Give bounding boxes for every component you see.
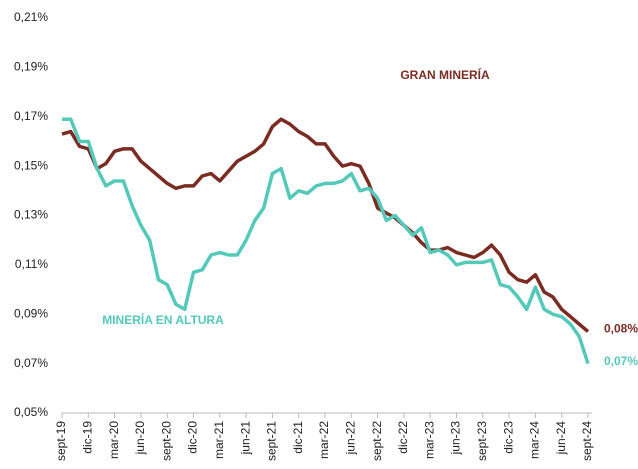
series-line — [61, 117, 590, 333]
series-label: MINERÍA EN ALTURA — [102, 312, 224, 327]
y-tick-label: 0,13% — [14, 208, 48, 222]
x-tick-label: sept-20 — [159, 421, 173, 461]
x-tick-label: sept-19 — [54, 421, 68, 461]
series-line — [62, 117, 590, 365]
x-tick-label: dic-22 — [396, 421, 410, 454]
y-tick-label: 0,05% — [14, 405, 48, 419]
x-tick-label: mar-23 — [422, 421, 436, 459]
x-tick-label: dic-20 — [186, 421, 200, 454]
data-label: 0,08% — [604, 322, 638, 336]
series-label: GRAN MINERÍA — [400, 67, 490, 82]
x-tick-label: mar-21 — [212, 421, 226, 459]
y-tick-label: 0,17% — [14, 109, 48, 123]
x-tick-label: dic-21 — [291, 421, 305, 454]
x-tick-label: mar-20 — [107, 421, 121, 459]
y-tick-label: 0,15% — [14, 158, 48, 172]
x-tick-label: mar-22 — [317, 421, 331, 459]
y-tick-label: 0,21% — [14, 10, 48, 24]
x-tick-label: sept-22 — [370, 421, 384, 461]
x-tick-label: jun-23 — [449, 421, 463, 456]
x-tick-label: sept-24 — [580, 421, 594, 461]
y-tick-label: 0,11% — [15, 257, 48, 271]
x-tick-label: mar-24 — [528, 421, 542, 459]
x-tick-label: jun-20 — [133, 421, 147, 456]
y-tick-label: 0,19% — [14, 60, 48, 74]
x-tick-label: jun-22 — [343, 421, 357, 456]
x-tick-label: jun-21 — [238, 421, 252, 456]
x-tick-label: sept-21 — [265, 421, 279, 461]
y-tick-label: 0,07% — [14, 356, 48, 370]
x-tick-label: dic-23 — [501, 421, 515, 454]
data-label: 0,07% — [604, 354, 638, 368]
x-tick-label: sept-23 — [475, 421, 489, 461]
y-tick-label: 0,09% — [14, 306, 48, 320]
x-tick-label: jun-24 — [554, 421, 568, 456]
x-tick-label: dic-19 — [80, 421, 94, 454]
